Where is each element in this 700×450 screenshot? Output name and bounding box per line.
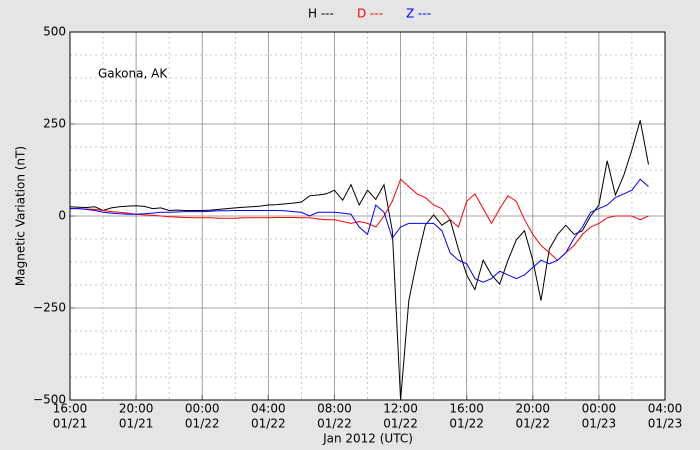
plot-frame (69, 31, 666, 401)
series-line (70, 120, 649, 400)
y-tick-label: 250 (43, 117, 66, 131)
x-tick-label: 04:00 (251, 402, 286, 416)
series-line (70, 178, 649, 283)
x-tick-label: 12:00 (383, 402, 418, 416)
legend: H --- D --- Z --- (308, 7, 431, 21)
annotation: Gakona, AK (98, 67, 168, 81)
x-tick-label: 00:00 (582, 402, 617, 416)
x-axis-label: Jan 2012 (UTC) (322, 432, 413, 446)
x-tick-label: 01/23 (648, 417, 683, 431)
x-tick-label: 01/21 (53, 417, 88, 431)
y-tick-label: 0 (58, 209, 66, 223)
x-tick-label: 20:00 (515, 402, 550, 416)
x-tick-label: 01/22 (251, 417, 286, 431)
x-tick-label: 01/23 (582, 417, 617, 431)
y-axis-label: Magnetic Variation (nT) (14, 146, 28, 286)
series-line (70, 178, 649, 261)
x-tick-label: 04:00 (648, 402, 683, 416)
x-tick-label: 16:00 (449, 402, 484, 416)
y-tick-label: −250 (33, 301, 66, 315)
y-tick-label: 500 (43, 25, 66, 39)
x-tick-label: 01/22 (383, 417, 418, 431)
lines (70, 120, 649, 400)
x-tick-label: 00:00 (185, 402, 220, 416)
x-tick-label: 01/22 (515, 417, 550, 431)
legend-entry: Z --- (406, 7, 431, 21)
x-tick-label: 20:00 (119, 402, 154, 416)
y-tick-label: −500 (33, 393, 66, 407)
legend-entry: D --- (357, 7, 383, 21)
x-tick-label: 01/21 (119, 417, 154, 431)
legend-entry: H --- (308, 7, 334, 21)
x-tick-label: 01/22 (185, 417, 220, 431)
labels: Gakona, AK Jan 2012 (UTC) Magnetic Varia… (14, 25, 683, 446)
x-tick-label: 08:00 (317, 402, 352, 416)
grid (69, 31, 666, 401)
x-tick-label: 01/22 (317, 417, 352, 431)
x-tick-label: 01/22 (449, 417, 484, 431)
x-tick-label: 16:00 (53, 402, 88, 416)
